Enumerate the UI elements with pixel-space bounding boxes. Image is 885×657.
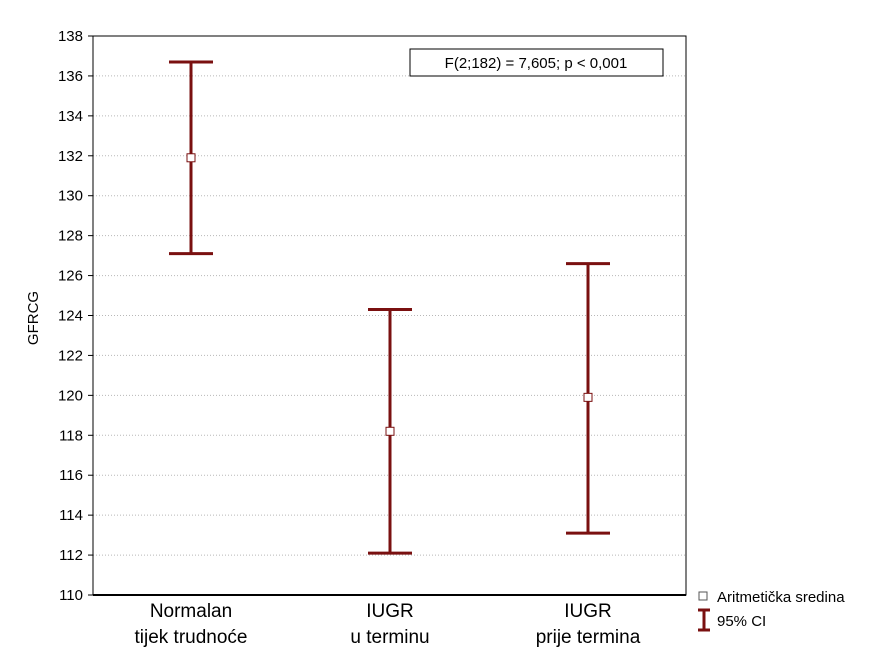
y-axis-title: GFRCG xyxy=(25,291,42,345)
y-tick-label: 114 xyxy=(59,507,83,524)
y-tick-label: 132 xyxy=(58,148,83,165)
x-category-label: Normalan xyxy=(150,601,232,622)
legend-ci-icon xyxy=(698,608,710,632)
y-tick-label: 118 xyxy=(59,427,83,444)
mean-marker xyxy=(583,392,593,402)
x-category-label: IUGR xyxy=(366,601,414,622)
y-tick-label: 124 xyxy=(58,308,83,325)
error-bars xyxy=(169,60,610,555)
axes xyxy=(88,35,687,596)
y-tick-label: 116 xyxy=(59,467,83,484)
y-tick-label: 138 xyxy=(58,28,83,45)
mean-marker xyxy=(385,426,395,436)
y-tick-label: 128 xyxy=(58,228,83,245)
y-tick-label: 110 xyxy=(59,587,83,604)
legend-ci-label: 95% CI xyxy=(717,613,766,630)
y-tick-labels: 110 112 114 116 118 120 122 124 126 128 130 132 134 1… xyxy=(58,28,83,604)
y-tick-label: 134 xyxy=(58,108,83,125)
y-tick-label: 136 xyxy=(58,68,83,85)
annotation-frame xyxy=(409,48,664,77)
legend: Aritmetička sredina 95% CI xyxy=(698,589,845,632)
x-category-label: u terminu xyxy=(350,627,429,648)
y-tick-label: 120 xyxy=(58,387,83,404)
legend-mean-marker xyxy=(698,591,708,601)
y-tick-label: 122 xyxy=(58,347,83,364)
y-tick-label: 130 xyxy=(58,188,83,205)
y-tick-label: 112 xyxy=(59,547,83,564)
legend-mean-label: Aritmetička sredina xyxy=(717,589,845,606)
x-category-label: prije termina xyxy=(536,627,641,648)
y-tick-label: 126 xyxy=(58,268,83,285)
mean-marker xyxy=(186,153,196,163)
x-category-label: tijek trudnoće xyxy=(134,627,247,648)
annotation-text: F(2;182) = 7,605; p < 0,001 xyxy=(445,55,628,72)
x-category-labels: Normalan tijek trudnoće IUGR u terminu IUGR p… xyxy=(134,601,640,648)
x-category-label: IUGR xyxy=(564,601,612,622)
annotation-box: F(2;182) = 7,605; p < 0,001 xyxy=(409,48,664,77)
